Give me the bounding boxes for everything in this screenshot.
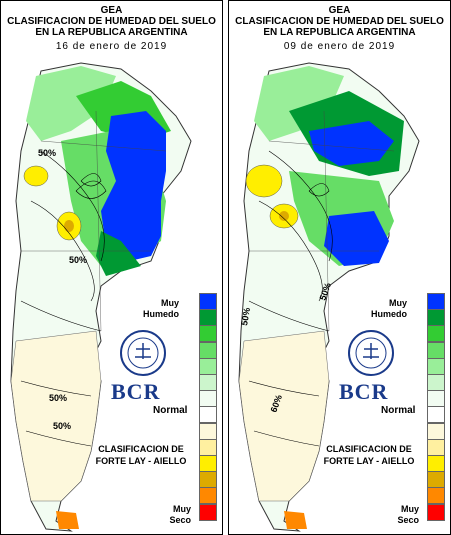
map-title-line2: EN LA REPUBLICA ARGENTINA [263,27,416,38]
legend-color-swatch [427,374,445,391]
very-humid-region [101,111,166,263]
contour-label: 50% [53,421,71,431]
legend-color-swatch [427,293,445,310]
dry-spot [23,165,49,187]
contour-label: 50% [38,148,56,158]
contour-label: 50% [69,255,87,265]
legend-label-normal: Normal [153,405,188,416]
very-humid-region [309,121,394,166]
method-line2: FORTE LAY - AIELLO [95,456,187,466]
legend-label-very-dry-1: Muy [173,504,191,514]
legend-color-swatch [199,293,217,310]
legend-color-swatch [427,487,445,505]
org-title: GEA [100,5,123,16]
soil-moisture-map-panel-left: GEA CLASIFICACION DE HUMEDAD DEL SUELO E… [0,0,223,535]
legend-color-swatch [199,390,217,408]
argentina-map: 50% 50% 60% [238,62,420,532]
legend-color-swatch [199,503,217,521]
humid-region-northwest [254,66,344,141]
legend-color-swatch [199,406,217,424]
map-date: 09 de enero de 2019 [283,41,396,52]
map-date: 16 de enero de 2019 [55,41,168,52]
legend-color-swatch [427,406,445,424]
legend-color-swatch [199,325,217,343]
bcr-seal-icon [120,330,166,376]
legend-label-very-dry-1: Muy [401,504,419,514]
map-title-line1: CLASIFICACION DE HUMEDAD DEL SUELO [7,16,216,27]
legend-color-swatch [427,422,445,440]
legend-color-swatch [427,438,445,456]
map-title-line1: CLASIFICACION DE HUMEDAD DEL SUELO [235,16,444,27]
humid-region-northwest [26,66,116,141]
dry-region-south [238,330,330,502]
dry-spot [245,164,283,198]
legend-color-swatch [427,455,445,472]
bcr-logo: BCR [339,379,389,404]
legend-color-swatch [427,309,445,327]
argentina-map: 50% 50% 50% 50% [10,62,192,532]
method-line1: CLASIFICACION DE [98,444,184,454]
legend-color-swatch [199,309,217,327]
legend-color-swatch [427,357,445,375]
very-humid-region-south [324,211,389,266]
legend-color-swatch [427,471,445,489]
legend-color-swatch [427,390,445,408]
legend-color-swatch [427,325,445,343]
legend-color-swatch [199,455,217,472]
legend-color-swatch [199,438,217,456]
legend-color-swatch [199,422,217,440]
legend-color-swatch [199,357,217,375]
legend-label-very-dry-2: Seco [397,515,419,525]
legend-label-very-humid-2: Humedo [371,309,407,319]
contour-label: 50% [49,393,67,403]
map-title-line2: EN LA REPUBLICA ARGENTINA [35,27,188,38]
bcr-seal-icon [348,330,394,376]
legend-label-very-humid-1: Muy [161,298,179,308]
legend-color-swatch [427,341,445,359]
legend-label-very-humid-1: Muy [389,298,407,308]
org-title: GEA [328,5,351,16]
soil-moisture-map-panel-right: GEA CLASIFICACION DE HUMEDAD DEL SUELO E… [228,0,451,535]
bcr-logo: BCR [111,379,161,404]
legend-color-swatch [199,341,217,359]
method-line1: CLASIFICACION DE [326,444,412,454]
legend-label-very-humid-2: Humedo [143,309,179,319]
legend-color-swatch [199,471,217,489]
legend-label-very-dry-2: Seco [169,515,191,525]
legend-color-swatch [427,503,445,521]
legend-color-swatch [199,487,217,505]
method-line2: FORTE LAY - AIELLO [323,456,415,466]
legend-color-swatch [199,374,217,391]
legend-label-normal: Normal [381,405,416,416]
contour-label: 50% [239,307,252,326]
dry-region-south [10,330,102,502]
